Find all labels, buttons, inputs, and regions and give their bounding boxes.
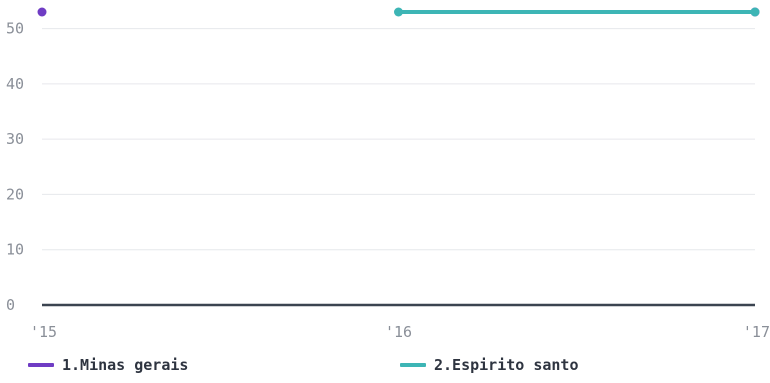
legend-item-minas-gerais[interactable]: 1.Minas gerais xyxy=(28,356,188,374)
y-tick-label: 0 xyxy=(6,296,15,314)
x-tick-label: '16 xyxy=(385,323,412,341)
legend-label-espirito-santo: 2.Espirito santo xyxy=(434,356,579,374)
data-point[interactable] xyxy=(37,7,47,17)
legend-swatch-minas-gerais xyxy=(28,363,54,367)
y-tick-label: 40 xyxy=(6,75,24,93)
series-1 xyxy=(394,7,760,17)
y-tick-label: 20 xyxy=(6,185,24,203)
y-tick-label: 10 xyxy=(6,241,24,259)
series-layer xyxy=(37,7,760,17)
y-tick-label: 50 xyxy=(6,20,24,38)
x-tick-label: '17 xyxy=(743,323,770,341)
x-axis-ticks: '15 '16 '17 xyxy=(30,323,770,341)
y-tick-label: 30 xyxy=(6,130,24,148)
data-point[interactable] xyxy=(394,7,403,17)
data-point[interactable] xyxy=(750,7,760,17)
grid-lines xyxy=(42,28,755,251)
legend-swatch-espirito-santo xyxy=(400,363,426,367)
x-tick-label: '15 xyxy=(30,323,57,341)
legend-label-minas-gerais: 1.Minas gerais xyxy=(62,356,189,374)
y-axis-ticks: 0 10 20 30 40 50 xyxy=(6,20,24,314)
legend-item-espirito-santo[interactable]: 2.Espirito santo xyxy=(400,356,579,374)
